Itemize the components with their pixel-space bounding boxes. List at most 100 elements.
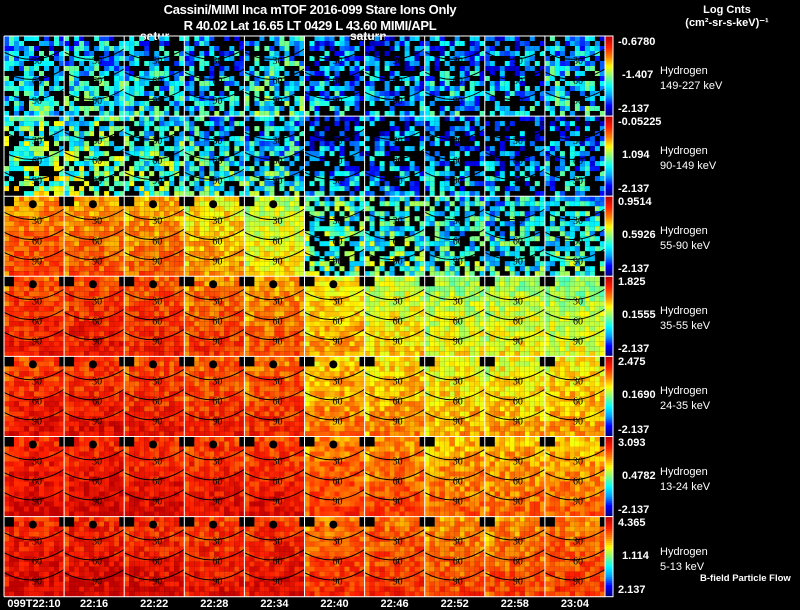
image-pixel [435, 121, 440, 126]
image-pixel [395, 46, 400, 51]
image-pixel [530, 141, 535, 146]
image-pixel [350, 191, 355, 196]
image-pixel [370, 86, 375, 91]
image-pixel [550, 46, 555, 51]
image-pixel [555, 126, 560, 131]
image-pixel [555, 51, 560, 56]
image-pixel [385, 41, 390, 46]
image-pixel [445, 251, 450, 256]
image-pixel [139, 196, 144, 201]
image-pixel [44, 301, 49, 306]
image-pixel [19, 306, 24, 311]
image-pixel [410, 226, 415, 231]
image-pixel [179, 136, 184, 141]
contour-label: 30 [333, 216, 343, 227]
image-pixel [585, 211, 590, 216]
image-pixel [325, 116, 330, 121]
image-pixel [465, 206, 470, 211]
image-pixel [360, 201, 365, 206]
image-pixel [109, 86, 114, 91]
image-pixel [264, 241, 269, 246]
image-pixel [4, 46, 9, 51]
image-pixel [565, 251, 570, 256]
image-pixel [525, 41, 530, 46]
image-pixel [375, 146, 380, 151]
image-pixel [500, 246, 505, 251]
image-pixel [174, 226, 179, 231]
image-pixel [174, 271, 179, 276]
image-pixel [254, 201, 259, 206]
image-pixel [119, 106, 124, 111]
image-pixel [345, 201, 350, 206]
image-pixel [345, 121, 350, 126]
image-pixel [49, 41, 54, 46]
image-pixel [144, 266, 149, 271]
image-pixel [465, 101, 470, 106]
image-pixel [194, 146, 199, 151]
image-pixel [4, 226, 9, 231]
image-pixel [69, 261, 74, 266]
image-pixel [124, 236, 129, 241]
image-pixel [184, 106, 189, 111]
image-pixel [435, 116, 440, 121]
image-pixel [410, 191, 415, 196]
image-pixel [490, 81, 495, 86]
image-pixel [375, 166, 380, 171]
image-pixel [244, 141, 249, 146]
image-pixel [320, 101, 325, 106]
image-pixel [555, 226, 560, 231]
image-pixel [435, 126, 440, 131]
image-pixel [415, 271, 420, 276]
image-pixel [370, 216, 375, 221]
image-pixel [570, 196, 575, 201]
image-pixel [485, 96, 490, 101]
image-pixel [264, 126, 269, 131]
colorbar-segment [605, 60, 613, 62]
image-pixel [249, 41, 254, 46]
image-pixel [390, 126, 395, 131]
image-pixel [365, 206, 370, 211]
image-pixel [14, 271, 19, 276]
image-pixel [505, 261, 510, 266]
image-pixel [470, 106, 475, 111]
image-pixel [310, 271, 315, 276]
image-pixel [500, 151, 505, 156]
image-pixel [455, 41, 460, 46]
image-pixel [320, 41, 325, 46]
colorbar-segment [605, 130, 613, 132]
image-pixel [430, 81, 435, 86]
image-pixel [320, 131, 325, 136]
image-pixel [315, 211, 320, 216]
image-pixel [139, 191, 144, 196]
image-pixel [465, 106, 470, 111]
colorbar-segment [605, 50, 613, 52]
image-pixel [545, 176, 550, 181]
image-pixel [570, 201, 575, 206]
image-pixel [104, 211, 109, 216]
image-pixel [325, 126, 330, 131]
image-pixel [360, 56, 365, 61]
image-pixel [390, 196, 395, 201]
image-pixel [19, 326, 24, 331]
image-pixel [64, 66, 69, 71]
image-pixel [375, 66, 380, 71]
contour-label: 30 [333, 136, 343, 147]
image-pixel [19, 116, 24, 121]
image-pixel [565, 211, 570, 216]
image-pixel [239, 266, 244, 271]
image-pixel [189, 261, 194, 266]
image-pixel [370, 76, 375, 81]
image-pixel [490, 271, 495, 276]
image-pixel [164, 106, 169, 111]
image-pixel [320, 91, 325, 96]
image-pixel [535, 201, 540, 206]
image-pixel [184, 121, 189, 126]
image-pixel [415, 191, 420, 196]
image-pixel [249, 181, 254, 186]
image-pixel [365, 186, 370, 191]
image-pixel [259, 251, 264, 256]
image-pixel [590, 196, 595, 201]
image-pixel [294, 176, 299, 181]
